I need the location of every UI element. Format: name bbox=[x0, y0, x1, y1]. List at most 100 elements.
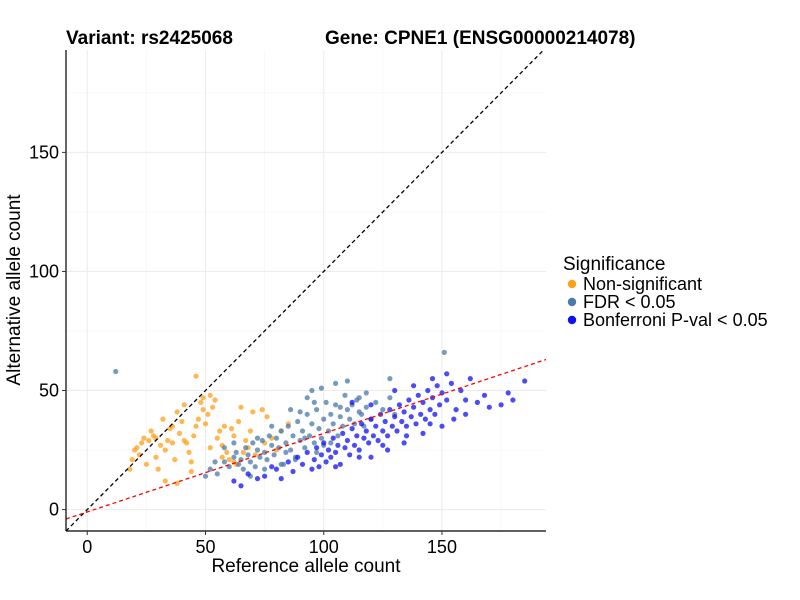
point-bonferroni-p-val-0-05 bbox=[411, 404, 417, 410]
point-bonferroni-p-val-0-05 bbox=[245, 471, 251, 477]
point-bonferroni-p-val-0-05 bbox=[439, 423, 445, 429]
point-bonferroni-p-val-0-05 bbox=[340, 430, 346, 436]
point-bonferroni-p-val-0-05 bbox=[347, 452, 353, 458]
point-fdr-0-05 bbox=[278, 428, 284, 434]
point-fdr-0-05 bbox=[309, 387, 315, 394]
point-bonferroni-p-val-0-05 bbox=[337, 461, 343, 467]
point-non-significant bbox=[139, 440, 145, 446]
point-bonferroni-p-val-0-05 bbox=[368, 454, 374, 460]
point-bonferroni-p-val-0-05 bbox=[359, 421, 365, 427]
point-fdr-0-05 bbox=[262, 466, 268, 472]
point-non-significant bbox=[148, 428, 154, 434]
point-bonferroni-p-val-0-05 bbox=[380, 442, 386, 448]
point-bonferroni-p-val-0-05 bbox=[427, 421, 433, 427]
point-bonferroni-p-val-0-05 bbox=[392, 414, 398, 420]
point-non-significant bbox=[160, 416, 166, 422]
point-bonferroni-p-val-0-05 bbox=[437, 402, 443, 408]
point-fdr-0-05 bbox=[304, 395, 310, 401]
point-fdr-0-05 bbox=[387, 376, 393, 382]
point-bonferroni-p-val-0-05 bbox=[349, 426, 355, 432]
point-non-significant bbox=[181, 402, 187, 408]
point-non-significant bbox=[247, 428, 253, 434]
point-non-significant bbox=[143, 461, 149, 467]
point-fdr-0-05 bbox=[302, 445, 308, 451]
point-bonferroni-p-val-0-05 bbox=[401, 409, 407, 415]
point-bonferroni-p-val-0-05 bbox=[444, 371, 450, 377]
point-fdr-0-05 bbox=[262, 449, 268, 455]
point-bonferroni-p-val-0-05 bbox=[333, 449, 339, 455]
point-non-significant bbox=[186, 449, 192, 455]
point-non-significant bbox=[174, 480, 180, 486]
point-bonferroni-p-val-0-05 bbox=[361, 435, 367, 441]
legend-label: Bonferroni P-val < 0.05 bbox=[583, 310, 768, 330]
point-bonferroni-p-val-0-05 bbox=[486, 404, 492, 410]
grid-major bbox=[66, 50, 546, 531]
legend-label: Non-significant bbox=[583, 274, 702, 294]
y-tick-label: 50 bbox=[39, 381, 59, 401]
point-non-significant bbox=[224, 449, 230, 455]
fit-line bbox=[65, 358, 547, 520]
point-non-significant bbox=[207, 392, 213, 398]
point-fdr-0-05 bbox=[290, 433, 296, 439]
point-non-significant bbox=[221, 423, 227, 429]
point-bonferroni-p-val-0-05 bbox=[342, 445, 348, 451]
point-bonferroni-p-val-0-05 bbox=[299, 461, 306, 467]
point-fdr-0-05 bbox=[323, 399, 329, 405]
point-bonferroni-p-val-0-05 bbox=[323, 459, 329, 465]
point-fdr-0-05 bbox=[387, 395, 393, 401]
point-bonferroni-p-val-0-05 bbox=[463, 397, 469, 403]
point-bonferroni-p-val-0-05 bbox=[403, 433, 410, 439]
point-non-significant bbox=[169, 440, 175, 446]
point-fdr-0-05 bbox=[269, 442, 275, 448]
point-non-significant bbox=[200, 407, 206, 413]
point-bonferroni-p-val-0-05 bbox=[370, 433, 376, 439]
y-tick-label: 0 bbox=[49, 500, 59, 520]
point-bonferroni-p-val-0-05 bbox=[373, 423, 379, 429]
point-fdr-0-05 bbox=[328, 411, 334, 417]
x-tick-label: 0 bbox=[82, 537, 92, 557]
point-non-significant bbox=[214, 435, 220, 441]
y-axis-ticks: 0 50 100 150 bbox=[29, 142, 66, 520]
point-fdr-0-05 bbox=[318, 435, 324, 441]
point-bonferroni-p-val-0-05 bbox=[458, 387, 464, 394]
point-bonferroni-p-val-0-05 bbox=[262, 473, 268, 479]
point-bonferroni-p-val-0-05 bbox=[368, 402, 374, 408]
point-fdr-0-05 bbox=[243, 445, 249, 451]
point-bonferroni-p-val-0-05 bbox=[420, 430, 426, 436]
point-bonferroni-p-val-0-05 bbox=[382, 418, 388, 425]
point-bonferroni-p-val-0-05 bbox=[403, 423, 410, 429]
point-fdr-0-05 bbox=[333, 402, 339, 408]
point-bonferroni-p-val-0-05 bbox=[422, 416, 428, 422]
point-bonferroni-p-val-0-05 bbox=[429, 376, 436, 382]
point-bonferroni-p-val-0-05 bbox=[356, 454, 362, 460]
point-bonferroni-p-val-0-05 bbox=[392, 387, 398, 394]
point-bonferroni-p-val-0-05 bbox=[418, 411, 424, 417]
point-fdr-0-05 bbox=[337, 414, 343, 420]
point-non-significant bbox=[155, 466, 161, 472]
x-tick-label: 100 bbox=[309, 537, 339, 557]
point-bonferroni-p-val-0-05 bbox=[463, 411, 469, 417]
y-axis-title: Alternative allele count bbox=[4, 194, 25, 386]
point-fdr-0-05 bbox=[240, 466, 246, 472]
point-fdr-0-05 bbox=[314, 449, 320, 455]
point-bonferroni-p-val-0-05 bbox=[408, 414, 414, 420]
point-non-significant bbox=[174, 409, 180, 415]
point-non-significant bbox=[205, 411, 211, 417]
point-bonferroni-p-val-0-05 bbox=[351, 442, 358, 448]
identity-line bbox=[65, 49, 545, 532]
point-non-significant bbox=[200, 395, 206, 401]
point-non-significant bbox=[127, 466, 133, 472]
point-fdr-0-05 bbox=[221, 459, 227, 465]
point-fdr-0-05 bbox=[380, 407, 386, 413]
point-fdr-0-05 bbox=[231, 454, 237, 460]
point-bonferroni-p-val-0-05 bbox=[498, 402, 504, 408]
y-tick-label: 100 bbox=[29, 261, 59, 281]
point-bonferroni-p-val-0-05 bbox=[231, 478, 237, 484]
x-axis-title: Reference allele count bbox=[211, 556, 401, 577]
point-bonferroni-p-val-0-05 bbox=[380, 428, 386, 434]
point-fdr-0-05 bbox=[347, 416, 353, 422]
point-non-significant bbox=[162, 447, 168, 453]
point-fdr-0-05 bbox=[266, 433, 272, 439]
